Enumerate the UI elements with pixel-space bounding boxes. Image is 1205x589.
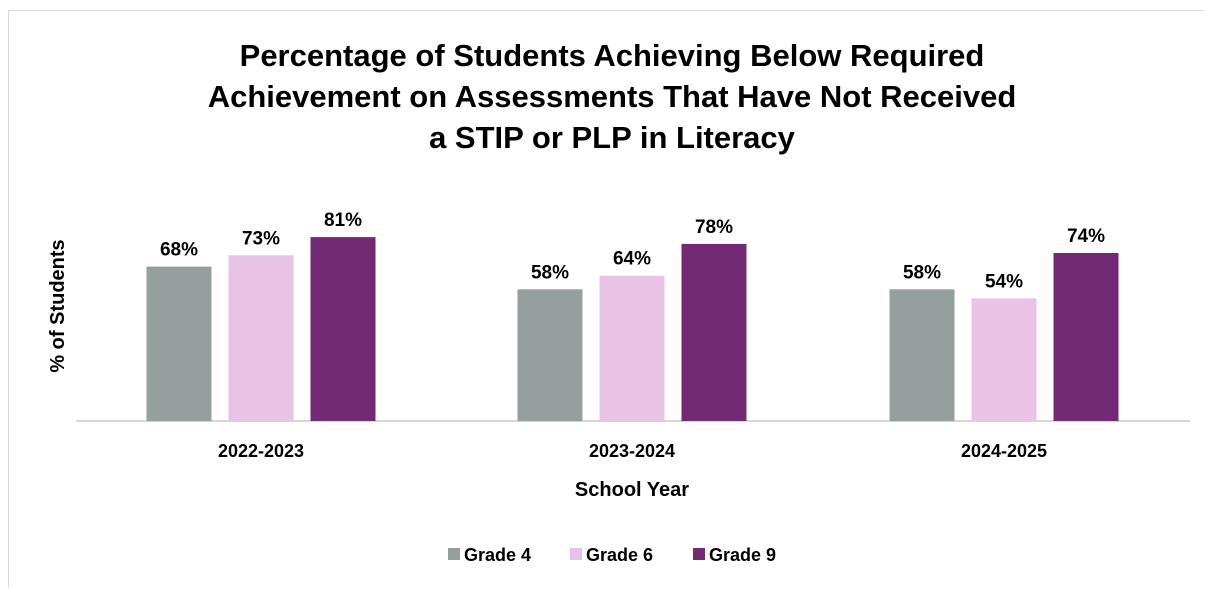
data-labels-group: 68% 73% 81% 58% 64% 78% 58% 54% 74% <box>160 210 1105 292</box>
bar-grade-6-2024-2025 <box>971 298 1037 421</box>
bar-grade-6-2022-2023 <box>228 255 294 421</box>
data-label-grade-4-2022-2023: 68% <box>160 240 198 261</box>
bar-grade-4-2023-2024 <box>517 289 583 421</box>
bar-grade-4-2024-2025 <box>889 289 955 421</box>
data-label-grade-4-2023-2024: 58% <box>531 262 569 283</box>
x-axis-title: School Year <box>575 479 689 501</box>
legend-label-grade-4: Grade 4 <box>464 545 531 565</box>
data-label-grade-9-2023-2024: 78% <box>695 217 733 238</box>
bar-grade-9-2023-2024 <box>681 243 747 421</box>
y-axis-title: % of Students <box>47 239 69 372</box>
bars-group <box>146 237 1119 421</box>
chart-title-line-2: Achievement on Assessments That Have Not… <box>208 79 1017 114</box>
legend-label-grade-9: Grade 9 <box>709 545 776 565</box>
data-label-grade-6-2022-2023: 73% <box>242 228 280 249</box>
x-tick-label-2024-2025: 2024-2025 <box>961 441 1047 461</box>
data-label-grade-4-2024-2025: 58% <box>903 262 941 283</box>
chart-frame <box>8 10 1204 588</box>
chart-title-line-1: Percentage of Students Achieving Below R… <box>240 38 985 73</box>
x-tick-labels: 2022-2023 2023-2024 2024-2025 <box>218 441 1047 461</box>
legend-swatch-grade-4 <box>448 548 460 560</box>
data-label-grade-9-2022-2023: 81% <box>324 210 362 231</box>
bar-grade-9-2024-2025 <box>1053 253 1119 421</box>
legend: Grade 4 Grade 6 Grade 9 <box>448 545 776 565</box>
legend-swatch-grade-6 <box>570 548 582 560</box>
legend-swatch-grade-9 <box>693 548 705 560</box>
chart-title-line-3: a STIP or PLP in Literacy <box>429 120 796 155</box>
legend-label-grade-6: Grade 6 <box>586 545 653 565</box>
bar-grade-4-2022-2023 <box>146 266 212 421</box>
chart-title: Percentage of Students Achieving Below R… <box>208 38 1017 155</box>
data-label-grade-6-2023-2024: 64% <box>613 249 651 270</box>
data-label-grade-9-2024-2025: 74% <box>1067 226 1105 247</box>
bar-grade-6-2023-2024 <box>599 275 665 421</box>
bar-grade-9-2022-2023 <box>310 237 376 421</box>
x-tick-label-2023-2024: 2023-2024 <box>589 441 675 461</box>
x-tick-label-2022-2023: 2022-2023 <box>218 441 304 461</box>
data-label-grade-6-2024-2025: 54% <box>985 271 1023 292</box>
